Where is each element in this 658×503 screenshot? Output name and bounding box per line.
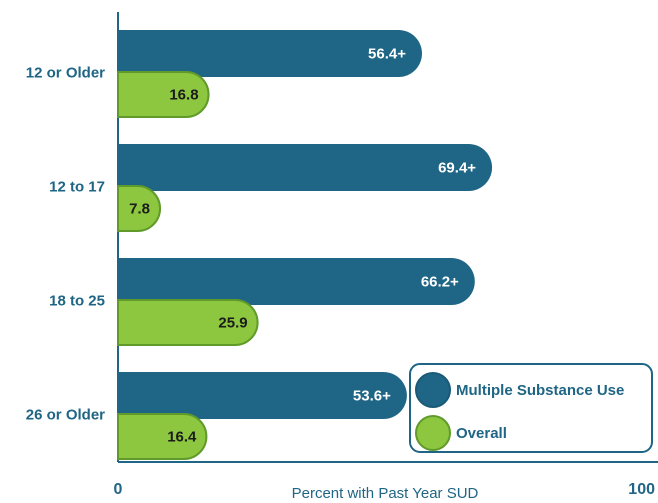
x-axis-label: Percent with Past Year SUD bbox=[292, 485, 479, 502]
category-label: 12 or Older bbox=[26, 64, 105, 81]
legend-box bbox=[409, 363, 653, 453]
bar bbox=[118, 144, 493, 191]
legend-swatch bbox=[415, 415, 451, 451]
legend-label: Multiple Substance Use bbox=[456, 382, 624, 399]
bar bbox=[117, 71, 210, 118]
bar bbox=[117, 299, 259, 346]
value-label: 25.9 bbox=[218, 314, 247, 331]
value-label: 69.4+ bbox=[438, 159, 476, 176]
bar bbox=[118, 372, 407, 419]
legend-swatch bbox=[415, 372, 451, 408]
legend-label: Overall bbox=[456, 425, 507, 442]
x-tick-label: 100 bbox=[628, 481, 655, 498]
category-label: 12 to 17 bbox=[49, 178, 105, 195]
bar bbox=[118, 30, 422, 77]
value-label: 56.4+ bbox=[368, 45, 406, 62]
value-label: 7.8 bbox=[129, 200, 150, 217]
value-label: 66.2+ bbox=[421, 273, 459, 290]
value-label: 53.6+ bbox=[353, 387, 391, 404]
value-label: 16.8 bbox=[169, 86, 198, 103]
bar bbox=[117, 185, 162, 232]
bar bbox=[118, 258, 475, 305]
category-label: 18 to 25 bbox=[49, 292, 105, 309]
bar bbox=[117, 413, 208, 460]
x-tick-label: 0 bbox=[114, 481, 123, 498]
value-label: 16.4 bbox=[167, 428, 197, 445]
category-label: 26 or Older bbox=[26, 406, 105, 423]
